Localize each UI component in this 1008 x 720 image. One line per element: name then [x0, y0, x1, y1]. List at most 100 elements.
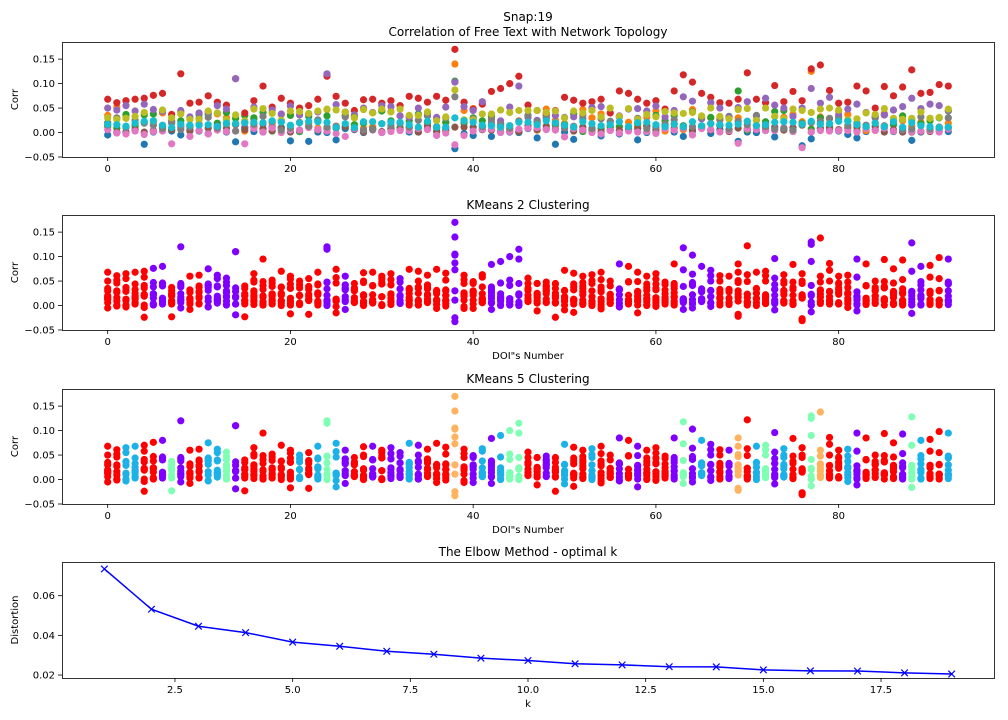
scatter-point [771, 285, 779, 293]
scatter-point [853, 475, 861, 483]
scatter-point [816, 61, 824, 69]
scatter-point [844, 105, 852, 113]
scatter-point [113, 288, 121, 296]
scatter-point [222, 466, 231, 474]
scatter-point [323, 112, 331, 120]
scatter-point [560, 468, 569, 476]
scatter-point [707, 126, 715, 134]
scatter-point [314, 465, 322, 473]
scatter-point [122, 477, 130, 485]
scatter-point [149, 264, 157, 272]
y-tick-label: 0.10 [33, 252, 55, 263]
scatter-point [862, 456, 870, 464]
scatter-point [670, 299, 678, 307]
scatter-point [204, 454, 212, 462]
scatter-point [533, 279, 541, 288]
scatter-point [698, 89, 706, 97]
scatter-point [332, 106, 340, 114]
scatter-point [634, 483, 642, 491]
scatter-point [771, 459, 779, 467]
scatter-point [835, 290, 843, 298]
scatter-point [140, 447, 148, 455]
scatter-point [707, 299, 715, 307]
scatter-point [232, 458, 240, 466]
scatter-point [588, 98, 596, 106]
scatter-point [341, 108, 349, 116]
scatter-point [606, 277, 614, 285]
scatter-point [771, 112, 779, 120]
scatter-point [241, 119, 249, 127]
scatter-point [652, 113, 660, 121]
scatter-point [359, 96, 368, 104]
x-marker [241, 628, 250, 637]
scatter-point [405, 458, 413, 466]
scatter-point [487, 469, 496, 477]
scatter-point [451, 470, 459, 478]
scatter-point [862, 296, 870, 304]
scatter-point [533, 468, 541, 476]
scatter-point [880, 296, 888, 304]
chart-panel-3: KMeans 5 Clustering 0 20 40 60 80 −0.05 0.00 0.0… [10, 372, 995, 536]
scatter-point [232, 127, 240, 135]
scatter-point [862, 434, 870, 442]
scatter-point [780, 125, 788, 133]
scatter-point [771, 81, 779, 90]
scatter-point [789, 465, 797, 473]
scatter-point [844, 445, 852, 453]
scatter-point [423, 98, 432, 106]
scatter-point [944, 123, 952, 131]
scatter-point [241, 456, 249, 464]
scatter-point [798, 317, 806, 325]
scatter-point [268, 464, 276, 472]
scatter-point [597, 477, 605, 485]
scatter-point [634, 292, 642, 300]
scatter-point [944, 429, 952, 437]
scatter-point [643, 118, 651, 126]
scatter-point [606, 299, 614, 308]
scatter-point [835, 272, 843, 280]
scatter-point [405, 284, 413, 292]
scatter-point [533, 307, 541, 315]
scatter-point [232, 293, 240, 301]
scatter-point [698, 112, 706, 120]
y-tick-label: 0.05 [33, 277, 55, 288]
scatter-point [743, 451, 751, 460]
scatter-point [341, 99, 349, 107]
scatter-point [195, 98, 203, 106]
scatter-point [168, 140, 176, 148]
scatter-point [661, 123, 669, 131]
scatter-point [104, 277, 112, 285]
scatter-point [926, 114, 934, 122]
scatter-point [478, 457, 486, 465]
scatter-point [259, 104, 267, 113]
scatter-point [579, 465, 587, 473]
scatter-point [149, 464, 157, 472]
scatter-point [506, 122, 514, 130]
scatter-point [496, 301, 505, 310]
scatter-point [305, 282, 313, 291]
scatter-point [533, 481, 541, 489]
scatter-point [268, 282, 276, 291]
scatter-point [917, 262, 925, 270]
y-tick-label: 0.00 [33, 301, 55, 312]
scatter-point [871, 473, 879, 482]
scatter-point [752, 295, 761, 303]
scatter-point [168, 487, 176, 495]
scatter-point [496, 431, 505, 440]
scatter-point [195, 121, 203, 129]
scatter-point [332, 279, 340, 287]
scatter-point [853, 307, 861, 315]
scatter-point [798, 106, 806, 115]
scatter-point [944, 114, 952, 122]
scatter-point [679, 456, 687, 465]
scatter-point [880, 104, 888, 113]
scatter-point [506, 80, 514, 88]
scatter-point [542, 281, 550, 290]
scatter-point [652, 286, 660, 294]
scatter-point [487, 87, 496, 96]
scatter-point [241, 109, 249, 117]
scatter-point [789, 118, 797, 126]
scatter-point [634, 442, 642, 450]
scatter-point [213, 295, 221, 303]
scatter-point [734, 105, 742, 114]
